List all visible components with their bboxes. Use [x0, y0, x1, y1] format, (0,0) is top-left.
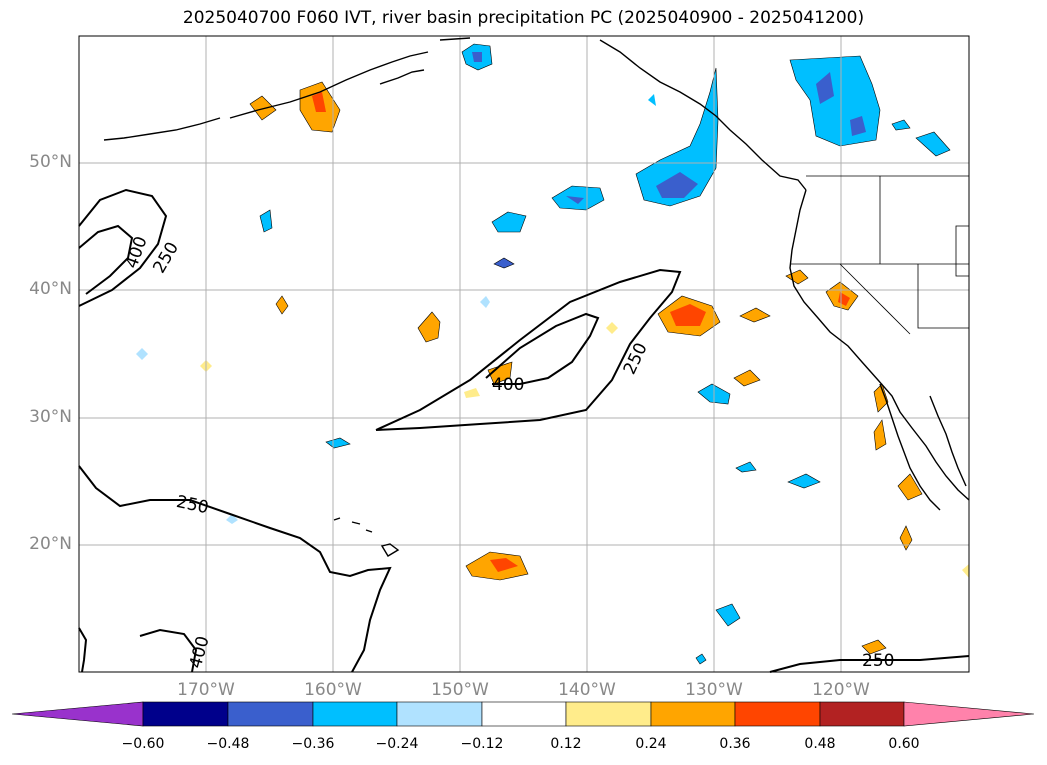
blob-35n-175w — [136, 348, 148, 360]
blob-baja-1 — [873, 383, 889, 413]
blob-22n-167w — [226, 514, 238, 524]
blob-18n-112w — [962, 564, 969, 578]
blob-gulf-alaska — [635, 67, 719, 207]
colorbar-bin-9 — [819, 701, 905, 727]
lon-label-170w: 170°W — [177, 680, 235, 700]
blob-32n-148w — [464, 388, 480, 398]
colorbar-tick: 0.24 — [635, 736, 667, 752]
blob-38n-126w — [739, 307, 771, 323]
colorbar-bin-7 — [650, 701, 736, 727]
contour-sw-corner — [78, 627, 88, 673]
blob-38n-138w — [606, 322, 618, 334]
blob-41n-123w — [785, 269, 809, 285]
positive-pc-blobs — [200, 81, 969, 655]
contour-label-250-se: 250 — [862, 651, 894, 671]
colorbar-bin-5 — [481, 701, 567, 727]
blob-baja-2 — [873, 419, 887, 451]
lat-label-40n: 40°N — [29, 279, 72, 299]
negative-pc-blobs — [136, 43, 951, 665]
colorbar-tick: −0.24 — [375, 736, 419, 752]
lat-label-50n: 50°N — [29, 152, 72, 172]
blob-53n-115w — [891, 119, 911, 131]
colorbar-tick: −0.36 — [291, 736, 335, 752]
blob-47n-142w-core — [566, 196, 584, 204]
contour-250-ar — [375, 268, 682, 431]
ivt-contours — [78, 188, 970, 673]
blob-25n-124w — [787, 473, 821, 489]
contour-400-ar — [485, 312, 600, 385]
coastlines — [103, 37, 970, 557]
blob-45n-165w — [259, 209, 273, 233]
blob-bc-core-2 — [850, 116, 866, 136]
hawaii-islands — [333, 517, 400, 557]
colorbar-bin-1 — [142, 701, 229, 727]
lat-label-20n: 20°N — [29, 534, 72, 554]
lon-label-140w: 140°W — [558, 680, 616, 700]
colorbar-tick: 0.12 — [550, 736, 582, 752]
contour-250-se — [769, 655, 970, 673]
gridlines — [79, 36, 969, 672]
colorbar-bin-2 — [227, 701, 314, 727]
blob-ar-core — [487, 361, 513, 385]
contour-label-400-ar: 400 — [492, 375, 524, 395]
colorbar-bin-4 — [396, 701, 483, 727]
aleutian-chain — [103, 117, 221, 141]
alaska-coast — [229, 37, 807, 191]
blob-gulf-alaska-core — [656, 172, 698, 198]
colorbar-tick: −0.60 — [121, 736, 165, 752]
colorbar-tick: 0.60 — [888, 736, 920, 752]
blob-42n-146w — [493, 257, 515, 269]
colorbar-bin-6 — [565, 701, 652, 727]
colorbar-extend-low — [11, 701, 144, 727]
blob-aleutian-1-core — [312, 92, 326, 112]
blob-55n-135w — [648, 94, 656, 106]
baja-peninsula — [879, 383, 941, 511]
blob-37n-132w-core — [670, 304, 706, 326]
lon-label-130w: 130°W — [685, 680, 743, 700]
colorbar-extend-high — [903, 701, 1035, 727]
blob-baja-3 — [897, 473, 923, 501]
colorbar-tick: 0.36 — [719, 736, 751, 752]
blob-52n-113w — [915, 131, 951, 157]
blob-aleutian-2 — [249, 95, 277, 121]
blob-28n-160w — [325, 437, 351, 449]
blob-bc-core-1 — [816, 72, 834, 104]
colorbar-tick: −0.12 — [460, 736, 504, 752]
lat-label-30n: 30°N — [29, 407, 72, 427]
blob-18n-148w-core — [490, 558, 518, 572]
blob-46n-147w — [491, 211, 527, 233]
lon-label-160w: 160°W — [304, 680, 362, 700]
map-plot-area: 400 250 400 250 250 400 250 — [78, 35, 970, 673]
blob-12n-120w — [861, 639, 887, 655]
contour-250-south — [78, 465, 392, 673]
blob-33n-128w — [733, 369, 761, 387]
mexico-coast — [929, 395, 967, 487]
blob-11n-131w — [695, 653, 707, 665]
blob-27n-128w — [735, 461, 757, 473]
blob-58n-148w-core — [472, 52, 482, 62]
contour-250-west — [78, 188, 168, 307]
colorbar-bin-8 — [734, 701, 821, 727]
blob-15n-129w — [715, 603, 741, 627]
lon-label-120w: 120°W — [812, 680, 870, 700]
colorbar-bin-3 — [312, 701, 398, 727]
blob-38n-145w — [480, 296, 490, 308]
west-coast — [789, 189, 970, 501]
lon-label-150w: 150°W — [431, 680, 489, 700]
blob-20n-115w — [899, 525, 913, 551]
contour-400-west — [78, 224, 134, 295]
blob-38n-160w — [275, 295, 289, 315]
colorbar — [11, 701, 1035, 727]
contour-400-south — [139, 628, 198, 673]
colorbar-tick: 0.48 — [804, 736, 836, 752]
map-title: 2025040700 F060 IVT, river basin precipi… — [182, 8, 865, 28]
colorbar-tick: −0.48 — [206, 736, 250, 752]
blob-37n-152w — [417, 311, 441, 343]
